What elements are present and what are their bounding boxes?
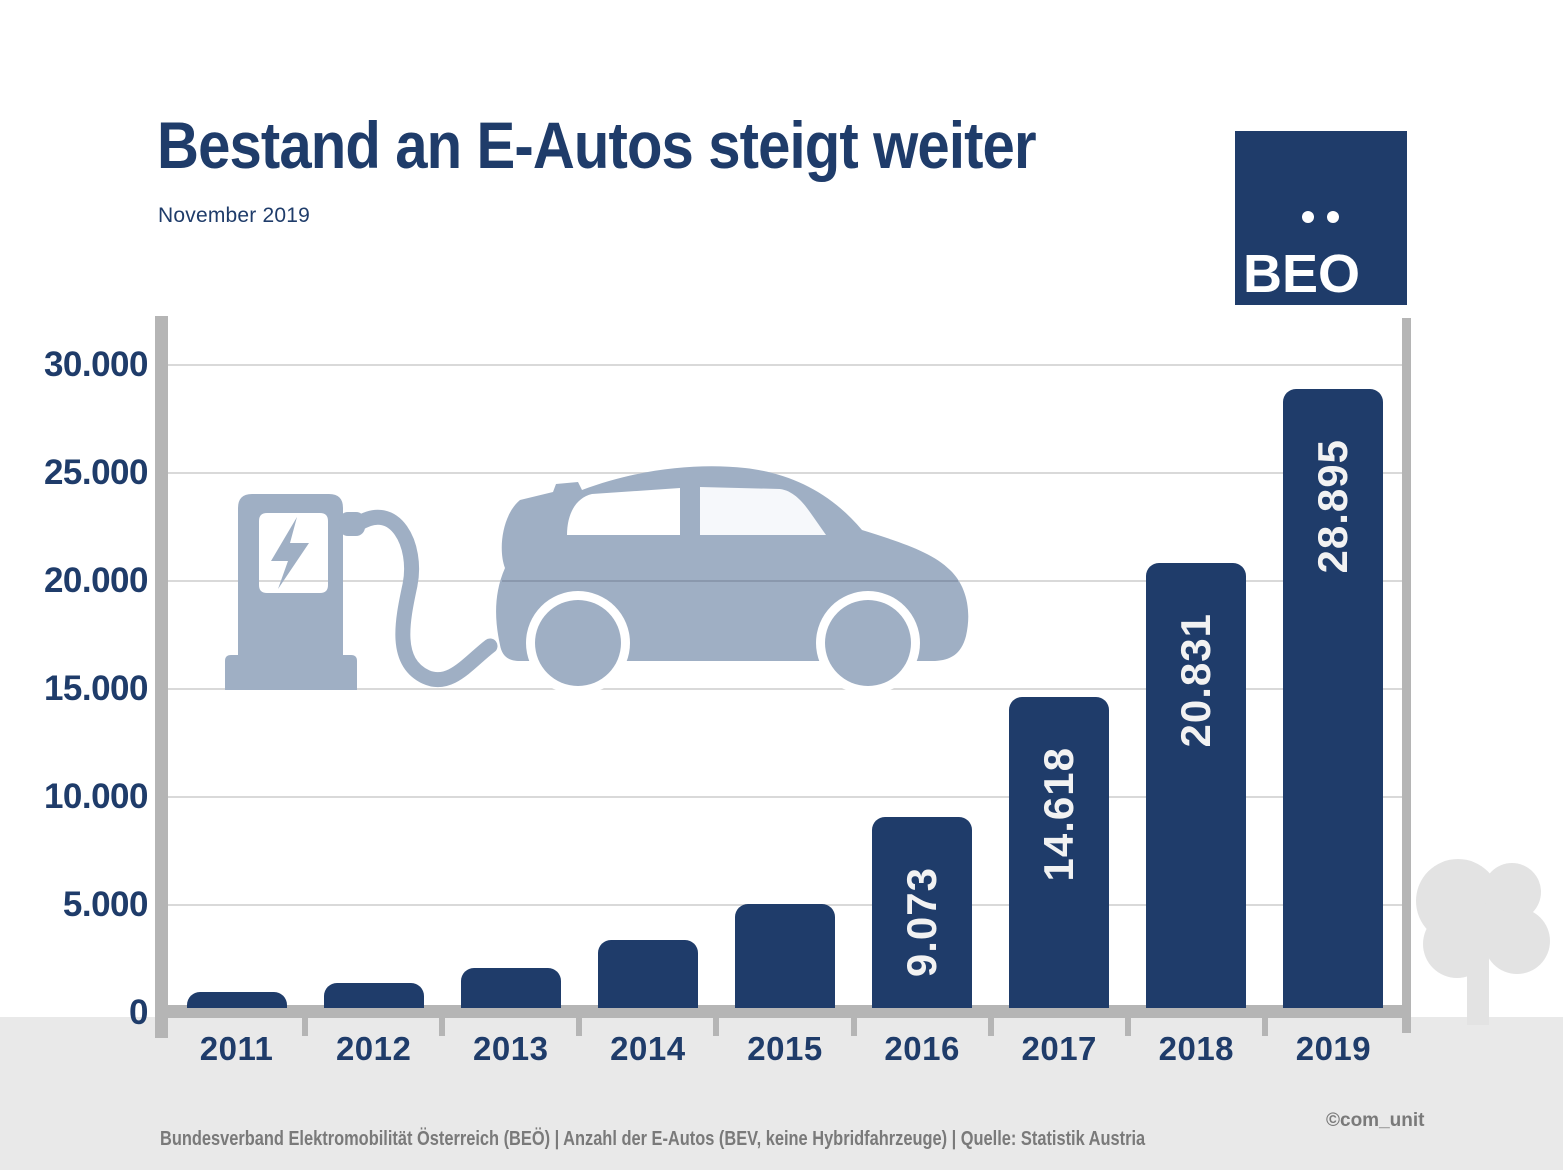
x-axis-tick xyxy=(439,1018,446,1036)
bar-2017 xyxy=(1009,697,1110,1008)
y-axis-label: 10.000 xyxy=(43,777,149,816)
source-line: Bundesverband Elektromobilität Österreic… xyxy=(160,1128,1146,1150)
gridline-30.000 xyxy=(168,364,1402,366)
bar-2011 xyxy=(186,991,287,1008)
logo-text: BEO xyxy=(1243,244,1361,304)
bar-2016 xyxy=(872,817,973,1008)
x-axis-tick xyxy=(576,1018,583,1036)
y-axis-label: 0 xyxy=(129,993,148,1032)
gridline-25.000 xyxy=(168,472,1402,474)
umlaut-dot-icon xyxy=(1327,211,1339,223)
y-axis-label: 15.000 xyxy=(43,669,149,708)
x-axis-line xyxy=(155,1005,1411,1018)
x-axis-label-2016: 2016 xyxy=(884,1030,960,1067)
bar-2019 xyxy=(1283,388,1384,1008)
bar-2012 xyxy=(323,982,424,1008)
bar-2013 xyxy=(460,968,561,1008)
y-axis-label: 30.000 xyxy=(43,345,149,384)
x-axis-label-2011: 2011 xyxy=(199,1030,274,1067)
bar-2014 xyxy=(597,939,698,1008)
x-axis-label-2015: 2015 xyxy=(747,1030,823,1067)
umlaut-dot-icon xyxy=(1302,211,1314,223)
x-axis-tick xyxy=(713,1018,720,1036)
beo-logo: BEO xyxy=(1235,131,1407,305)
x-axis-label-2014: 2014 xyxy=(610,1030,686,1067)
y-axis-label: 20.000 xyxy=(43,561,149,600)
y-axis-label: 25.000 xyxy=(43,453,149,492)
x-axis-tick xyxy=(1124,1018,1131,1036)
bar-value-label-2018: 20.831 xyxy=(1172,613,1220,748)
y-axis-line xyxy=(155,316,168,1038)
bar-value-label-2017: 14.618 xyxy=(1035,747,1083,882)
bar-value-label-2019: 28.895 xyxy=(1309,438,1357,574)
credit-line: ©com_unit xyxy=(1326,1110,1425,1131)
x-axis-label-2012: 2012 xyxy=(335,1030,412,1067)
page-subtitle: November 2019 xyxy=(158,204,311,227)
x-axis-label-2017: 2017 xyxy=(1021,1030,1097,1067)
x-axis-label-2019: 2019 xyxy=(1295,1030,1372,1067)
footer-band xyxy=(0,1017,1563,1170)
x-axis-tick xyxy=(850,1018,857,1036)
gridline-15.000 xyxy=(168,688,1402,690)
x-axis-tick xyxy=(1261,1018,1268,1036)
bar-value-label-2016: 9.073 xyxy=(898,867,946,978)
bar-2018 xyxy=(1146,563,1247,1008)
bar-2015 xyxy=(735,904,835,1008)
page-title: Bestand an E-Autos steigt weiter xyxy=(157,108,1037,182)
x-axis-label-2018: 2018 xyxy=(1158,1030,1235,1067)
x-axis-tick xyxy=(302,1018,309,1036)
right-axis-line xyxy=(1402,318,1411,1033)
x-axis-label-2013: 2013 xyxy=(473,1030,549,1067)
y-axis-label: 5.000 xyxy=(62,885,149,924)
gridline-10.000 xyxy=(168,796,1402,798)
x-axis-tick xyxy=(987,1018,994,1036)
